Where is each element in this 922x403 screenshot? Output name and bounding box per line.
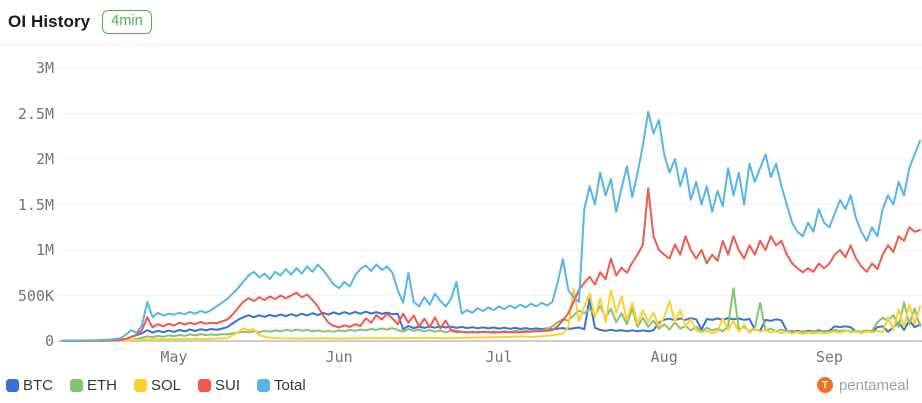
- page-title: OI History: [8, 12, 91, 31]
- y-tick-1.5M: 1.5M: [17, 195, 54, 214]
- legend-swatch-sol: [134, 378, 147, 392]
- legend-label-sui: SUI: [215, 376, 241, 394]
- legend-label-eth: ETH: [87, 376, 117, 394]
- chart-footer: BTC ETH SOL SUI Total T pentameal: [6, 372, 909, 398]
- legend-label-sol: SOL: [151, 376, 182, 394]
- x-tick-jul: Jul: [485, 348, 513, 366]
- legend-item-total[interactable]: Total: [257, 377, 306, 394]
- legend-item-sui[interactable]: SUI: [198, 377, 240, 394]
- legend-swatch-sui: [198, 378, 212, 392]
- series-line-eth: [61, 287, 921, 342]
- y-tick-500K: 500K: [17, 286, 54, 305]
- legend-swatch-eth: [70, 378, 83, 392]
- y-tick-2M: 2M: [35, 150, 54, 168]
- x-tick-sep: Sep: [815, 348, 843, 366]
- series-line-sui: [61, 187, 921, 342]
- series-line-sol: [61, 287, 921, 342]
- series-line-btc: [61, 298, 921, 342]
- series-line-total: [61, 110, 921, 342]
- legend-item-sol[interactable]: SOL: [134, 377, 181, 394]
- header-divider: [0, 44, 922, 45]
- y-tick-3M: 3M: [35, 59, 54, 77]
- y-tick-1M: 1M: [35, 241, 54, 259]
- y-tick-2.5M: 2.5M: [17, 104, 54, 123]
- y-tick-0: 0: [44, 332, 54, 350]
- legend-label-total: Total: [274, 376, 306, 394]
- legend-item-btc[interactable]: BTC: [6, 377, 53, 394]
- x-tick-aug: Aug: [650, 348, 678, 366]
- watermark[interactable]: T pentameal: [816, 376, 909, 394]
- watermark-text: pentameal: [838, 376, 909, 394]
- legend-item-eth[interactable]: ETH: [70, 377, 117, 394]
- x-tick-may: May: [160, 348, 188, 366]
- timeframe-badge[interactable]: 4min: [102, 10, 152, 34]
- legend-label-btc: BTC: [23, 376, 53, 394]
- watermark-logo-icon: T: [816, 377, 833, 393]
- chart-legend: BTC ETH SOL SUI Total: [6, 377, 306, 394]
- x-tick-jun: Jun: [325, 348, 353, 366]
- chart-header: OI History 4min: [8, 6, 152, 38]
- legend-swatch-btc: [6, 378, 19, 392]
- legend-swatch-total: [257, 378, 271, 392]
